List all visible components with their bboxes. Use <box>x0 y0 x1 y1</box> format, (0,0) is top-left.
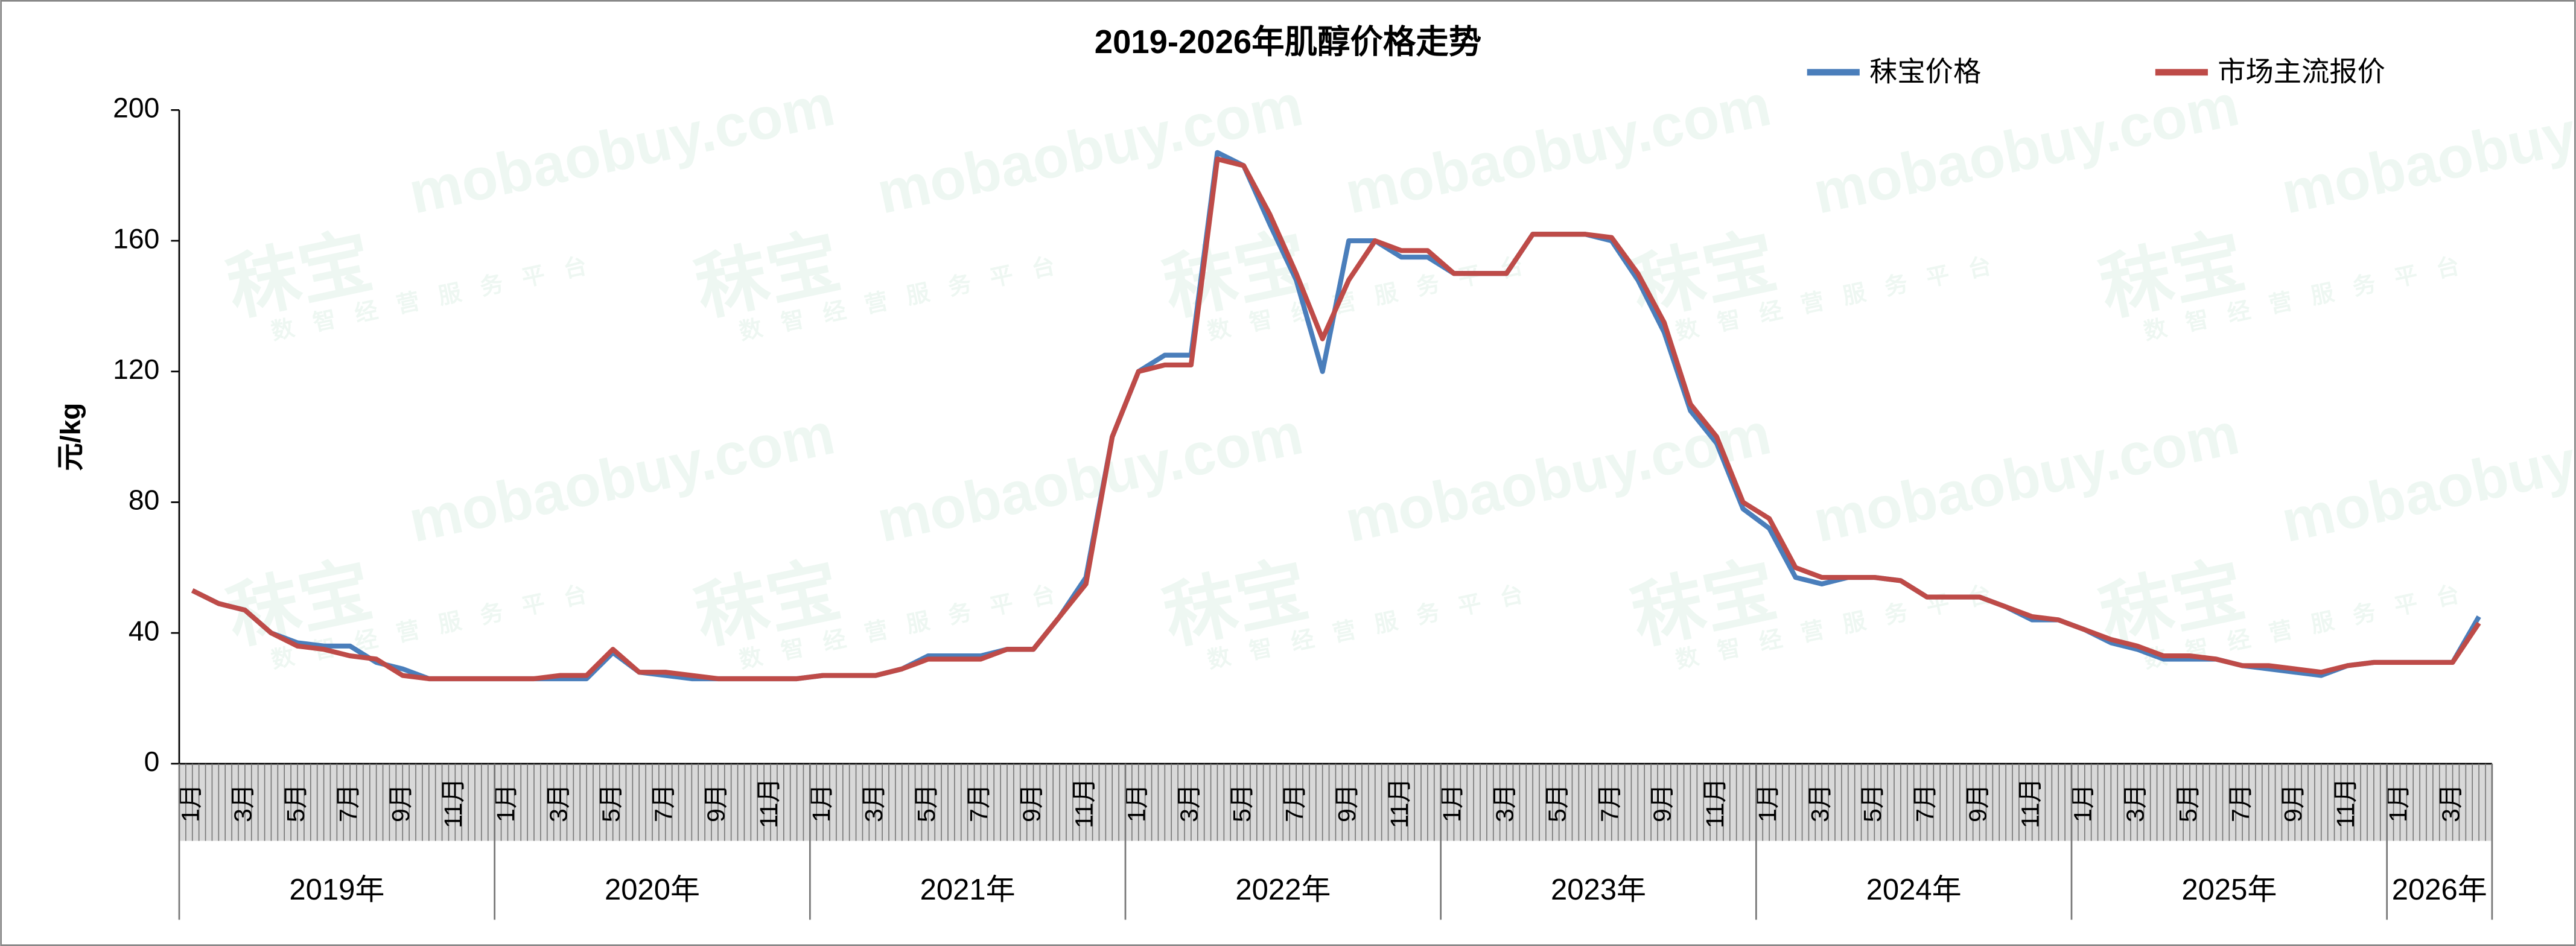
year-label: 2022年 <box>1235 874 1331 906</box>
y-tick-label: 200 <box>113 92 159 124</box>
y-tick-label: 40 <box>129 615 159 646</box>
year-label: 2023年 <box>1551 874 1646 906</box>
x-tick-label: 7月 <box>965 784 993 822</box>
x-tick-label: 1月 <box>1438 784 1466 822</box>
x-tick-label: 11月 <box>1701 778 1729 828</box>
x-tick-label: 3月 <box>544 784 572 822</box>
x-tick-label: 7月 <box>650 784 678 822</box>
x-tick-label: 5月 <box>1228 784 1256 822</box>
year-label: 2025年 <box>2181 874 2277 906</box>
x-tick-label: 5月 <box>2174 784 2202 822</box>
x-tick-label: 7月 <box>1911 784 1939 822</box>
x-tick-label: 3月 <box>229 784 257 822</box>
y-tick-label: 120 <box>113 354 159 385</box>
x-tick-label: 1月 <box>177 784 205 822</box>
x-tick-label: 3月 <box>860 784 888 822</box>
x-tick-label: 11月 <box>439 778 467 828</box>
y-axis-label: 元/kg <box>54 403 86 471</box>
x-tick-label: 3月 <box>2437 784 2464 822</box>
year-label: 2019年 <box>289 874 384 906</box>
y-tick-label: 80 <box>129 484 159 516</box>
x-tick-label: 11月 <box>2332 778 2359 828</box>
x-tick-label: 9月 <box>1964 784 1991 822</box>
x-tick-label: 3月 <box>2122 784 2149 822</box>
x-tick-label: 1月 <box>807 784 835 822</box>
x-tick-label: 9月 <box>2279 784 2307 822</box>
year-label: 2024年 <box>1866 874 1962 906</box>
x-tick-label: 1月 <box>1123 784 1151 822</box>
year-label: 2020年 <box>605 874 700 906</box>
chart-title: 2019-2026年肌醇价格走势 <box>1095 24 1481 60</box>
y-tick-label: 0 <box>144 746 160 777</box>
x-tick-label: 3月 <box>1806 784 1834 822</box>
series-line <box>191 156 2481 682</box>
x-tick-label: 5月 <box>1543 784 1571 822</box>
x-tick-label: 9月 <box>1017 784 1045 822</box>
x-tick-label: 3月 <box>1490 784 1518 822</box>
x-tick-label: 5月 <box>1859 784 1886 822</box>
legend-label: 市场主流报价 <box>2218 56 2385 87</box>
x-tick-label: 1月 <box>1754 784 1781 822</box>
legend-label: 秣宝价格 <box>1869 56 1981 87</box>
x-tick-label: 7月 <box>334 784 362 822</box>
x-tick-label: 5月 <box>912 784 940 822</box>
x-tick-label: 9月 <box>1649 784 1676 822</box>
x-tick-label: 5月 <box>597 784 625 822</box>
x-tick-label: 7月 <box>2227 784 2254 822</box>
year-label: 2021年 <box>920 874 1016 906</box>
x-tick-label: 3月 <box>1175 784 1203 822</box>
x-tick-label: 7月 <box>1596 784 1624 822</box>
y-tick-label: 160 <box>113 223 159 254</box>
x-tick-label: 9月 <box>387 784 415 822</box>
x-tick-label: 1月 <box>2384 784 2412 822</box>
x-tick-label: 11月 <box>2016 778 2044 828</box>
year-label: 2026年 <box>2392 874 2487 906</box>
x-tick-label: 1月 <box>492 784 520 822</box>
x-tick-label: 11月 <box>1385 778 1413 828</box>
x-tick-label: 11月 <box>1070 778 1098 828</box>
x-tick-label: 1月 <box>2069 784 2097 822</box>
x-tick-label: 7月 <box>1280 784 1308 822</box>
x-tick-label: 9月 <box>1333 784 1361 822</box>
x-tick-label: 9月 <box>702 784 730 822</box>
x-tick-label: 5月 <box>282 784 310 822</box>
x-tick-label: 11月 <box>755 778 783 828</box>
